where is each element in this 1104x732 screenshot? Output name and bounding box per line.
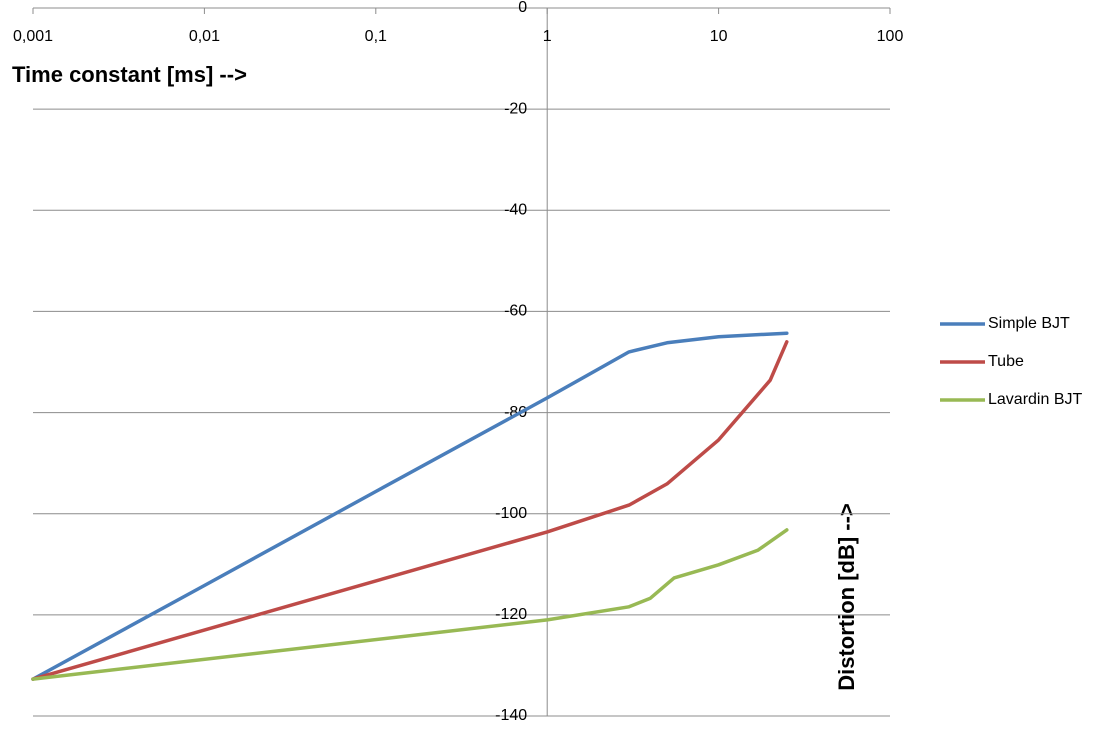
x-tick-label: 0,01 — [189, 28, 220, 45]
y-tick-label: 0 — [518, 0, 527, 16]
legend-label: Simple BJT — [988, 315, 1070, 332]
series-line — [31, 528, 789, 681]
x-tick-label: 0,001 — [13, 28, 53, 45]
x-tick-label: 100 — [877, 28, 904, 45]
x-tick-label: 10 — [710, 28, 728, 45]
y-tick-label: -100 — [495, 505, 527, 522]
x-tick-label: 0,1 — [365, 28, 387, 45]
series-line — [31, 340, 789, 681]
legend-label: Tube — [988, 353, 1024, 370]
y-tick-label: -60 — [504, 303, 527, 320]
x-tick-label: 1 — [543, 28, 552, 45]
y-tick-label: -120 — [495, 606, 527, 623]
x-axis-title: Time constant [ms] --> — [12, 62, 247, 87]
series-line — [31, 331, 789, 681]
y-tick-label: -140 — [495, 707, 527, 724]
legend-label: Lavardin BJT — [988, 391, 1082, 408]
y-tick-label: -40 — [504, 202, 527, 219]
y-tick-label: -20 — [504, 100, 527, 117]
y-axis-title: Distortion [dB] --> — [834, 503, 859, 691]
